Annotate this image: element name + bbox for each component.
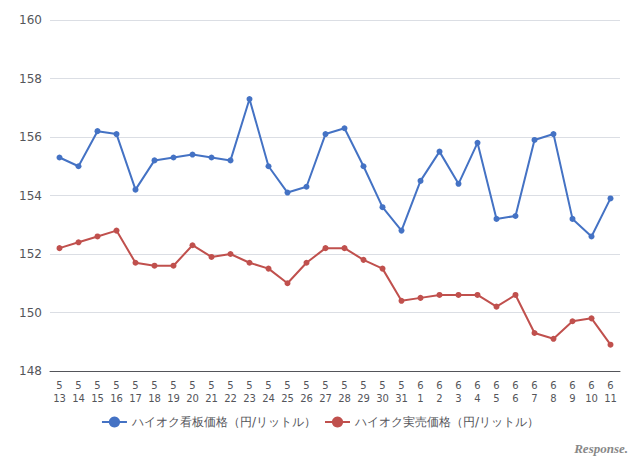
svg-text:6: 6 [607,380,613,391]
svg-text:8: 8 [550,393,556,404]
svg-text:152: 152 [19,247,42,261]
svg-text:6: 6 [455,380,461,391]
svg-text:7: 7 [531,393,537,404]
svg-text:5: 5 [303,380,309,391]
svg-text:5: 5 [170,380,176,391]
svg-text:1: 1 [417,393,423,404]
svg-text:5: 5 [398,380,404,391]
svg-text:27: 27 [319,393,332,404]
svg-text:5: 5 [94,380,100,391]
svg-text:30: 30 [376,393,389,404]
svg-text:14: 14 [72,393,85,404]
svg-text:ハイオク実売価格（円/リットル）: ハイオク実売価格（円/リットル） [354,415,539,429]
svg-text:5: 5 [113,380,119,391]
svg-text:6: 6 [417,380,423,391]
svg-text:4: 4 [474,393,480,404]
svg-text:6: 6 [436,380,442,391]
svg-text:28: 28 [338,393,351,404]
svg-text:22: 22 [224,393,237,404]
svg-text:21: 21 [205,393,218,404]
svg-text:5: 5 [227,380,233,391]
svg-text:5: 5 [284,380,290,391]
svg-text:18: 18 [148,393,161,404]
svg-text:148: 148 [19,364,42,378]
svg-text:5: 5 [132,380,138,391]
svg-text:156: 156 [19,130,42,144]
svg-text:6: 6 [588,380,594,391]
svg-text:5: 5 [189,380,195,391]
svg-text:5: 5 [151,380,157,391]
svg-text:5: 5 [379,380,385,391]
svg-text:19: 19 [167,393,180,404]
svg-text:26: 26 [300,393,313,404]
svg-text:5: 5 [56,380,62,391]
svg-text:160: 160 [19,13,42,27]
svg-text:29: 29 [357,393,370,404]
svg-text:16: 16 [110,393,123,404]
svg-text:13: 13 [53,393,66,404]
svg-text:ハイオク看板価格（円/リットル）: ハイオク看板価格（円/リットル） [131,415,316,429]
svg-text:6: 6 [512,380,518,391]
svg-text:6: 6 [550,380,556,391]
svg-text:6: 6 [531,380,537,391]
svg-text:5: 5 [208,380,214,391]
svg-text:5: 5 [322,380,328,391]
svg-text:150: 150 [19,306,42,320]
svg-text:6: 6 [569,380,575,391]
svg-text:158: 158 [19,72,42,86]
svg-text:5: 5 [265,380,271,391]
svg-text:3: 3 [455,393,461,404]
svg-text:15: 15 [91,393,104,404]
svg-text:31: 31 [395,393,408,404]
svg-text:11: 11 [604,393,617,404]
svg-text:6: 6 [512,393,518,404]
svg-text:23: 23 [243,393,256,404]
svg-text:6: 6 [474,380,480,391]
svg-text:5: 5 [75,380,81,391]
svg-text:154: 154 [19,189,42,203]
svg-text:17: 17 [129,393,142,404]
svg-text:Response.: Response. [573,441,628,456]
svg-text:5: 5 [360,380,366,391]
svg-text:5: 5 [493,393,499,404]
svg-text:5: 5 [246,380,252,391]
svg-text:6: 6 [493,380,499,391]
svg-text:10: 10 [585,393,598,404]
svg-text:20: 20 [186,393,199,404]
svg-text:24: 24 [262,393,275,404]
svg-text:9: 9 [569,393,575,404]
svg-text:25: 25 [281,393,294,404]
svg-text:5: 5 [341,380,347,391]
svg-text:2: 2 [436,393,442,404]
